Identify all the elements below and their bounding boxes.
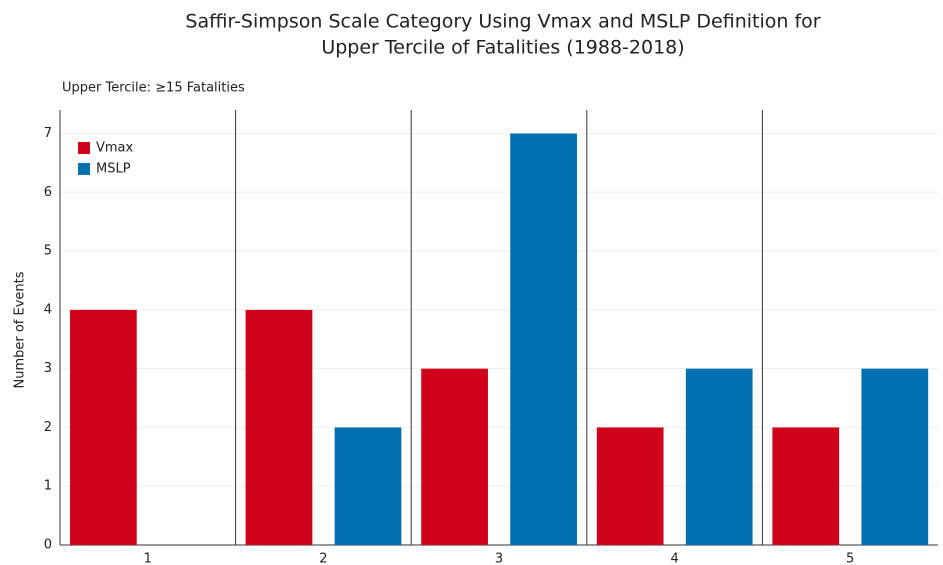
bar	[685, 368, 753, 545]
y-tick-label: 5	[44, 244, 52, 259]
bar	[70, 309, 137, 545]
y-tick-label: 1	[44, 479, 52, 494]
x-tick-label: 4	[670, 552, 678, 565]
bar	[861, 368, 929, 545]
x-tick-label: 3	[495, 552, 503, 565]
y-tick-label: 3	[44, 361, 52, 376]
x-tick-label: 2	[319, 552, 327, 565]
legend-swatch	[78, 142, 90, 154]
legend-label: MSLP	[96, 162, 131, 177]
bar	[596, 427, 664, 545]
bar	[245, 309, 313, 545]
bar	[510, 133, 577, 545]
chart-subtitle: Upper Tercile: ≥15 Fatalities	[62, 81, 245, 96]
bar	[334, 427, 402, 545]
chart-title: Upper Tercile of Fatalities (1988-2018)	[321, 37, 684, 59]
y-axis-label: Number of Events	[13, 271, 28, 388]
chart-title: Saffir-Simpson Scale Category Using Vmax…	[185, 11, 820, 33]
legend-swatch	[78, 163, 90, 175]
bar	[772, 427, 840, 545]
y-tick-label: 4	[44, 302, 52, 317]
legend-label: Vmax	[96, 141, 134, 156]
y-tick-label: 6	[44, 185, 52, 200]
x-tick-label: 5	[846, 552, 854, 565]
x-tick-label: 1	[144, 552, 152, 565]
y-tick-label: 2	[44, 420, 52, 435]
bar	[421, 368, 488, 545]
y-tick-label: 7	[44, 126, 52, 141]
y-tick-label: 0	[44, 538, 52, 553]
